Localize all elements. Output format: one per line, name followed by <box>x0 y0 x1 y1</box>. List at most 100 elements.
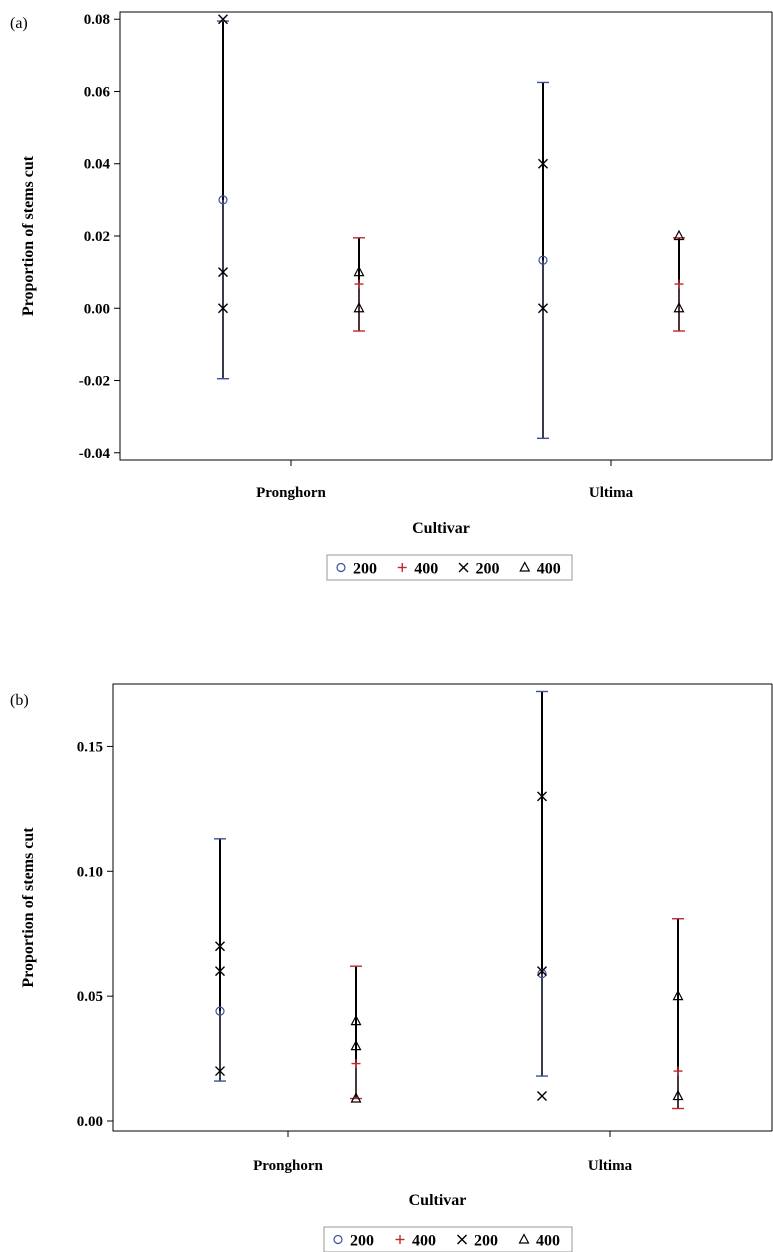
panel-b-group-pronghorn-200-observed-point-d2 <box>215 966 225 977</box>
panel-b-frame <box>112 683 772 1132</box>
panel-b-group-pronghorn-400-observed-point-shape <box>350 1092 362 1103</box>
panel-b-group-pronghorn-200 <box>214 838 226 1082</box>
panel-a-group-ultima-400-observed-point <box>673 301 685 313</box>
panel-a-group-ultima-400-observed-point-shape <box>673 301 685 313</box>
panel-b-group-pronghorn-400-observed-point-shape <box>350 1014 362 1026</box>
panel-a-group-pronghorn-400 <box>353 237 365 332</box>
panel-b-group-pronghorn-200-observed-point <box>215 941 225 952</box>
panel-b-group-pronghorn-400-observed-point-shape <box>350 1039 362 1051</box>
panel-b-group-pronghorn-400-observed-point <box>350 1039 362 1051</box>
panel-a-legend-label: 200 <box>476 561 500 578</box>
panel-a-legend-triangle-icon <box>519 561 531 572</box>
panel-b-legend: 200 400 200 400 <box>323 1226 573 1252</box>
panel-b-ytick-label: 0.15 <box>77 739 103 755</box>
panel-a-legend-plus-icon <box>397 563 407 572</box>
panel-a-ytick-label: -0.04 <box>79 446 111 462</box>
panel-b-legend-x-icon-d2 <box>457 1234 467 1245</box>
panel-b-group-pronghorn-200-observed-point-d2 <box>215 941 225 952</box>
panel-a-xtick-label: Ultima <box>589 485 634 501</box>
panel-a-legend-triangle-icon-shape <box>519 561 531 572</box>
panel-a-group-pronghorn-200-observed-point <box>218 267 228 278</box>
panel-a-group-ultima-200-mean-marker <box>538 255 548 265</box>
panel-a-group-ultima-200-observed-point-d2 <box>538 158 548 169</box>
panel-b-group-pronghorn-400-observed-point <box>350 1014 362 1026</box>
panel-b-legend-circle-icon <box>333 1234 343 1245</box>
panel-a-legend-circle-icon-shape <box>336 562 346 573</box>
panel-b-group-ultima-400-observed-point-shape <box>672 1089 684 1101</box>
panel-b-legend-label: 400 <box>536 1233 560 1250</box>
panel-a-xtick-label: Pronghorn <box>256 485 326 501</box>
panel-a-group-pronghorn-200-observed-point <box>218 303 228 314</box>
panel-a-ytick-label: 0.04 <box>84 157 111 173</box>
panel-b-group-pronghorn-400-observed-point <box>350 1092 362 1103</box>
panel-a-legend-x-icon-d2 <box>458 562 469 573</box>
panel-a-group-pronghorn-200-observed-point-d2 <box>218 303 228 314</box>
panel-b-group-ultima-200-observed-point <box>537 966 547 977</box>
panel-a-legend-x-icon <box>458 562 469 573</box>
panel-b-legend-triangle-icon <box>518 1233 530 1244</box>
panel-b-legend-x-icon <box>457 1234 467 1245</box>
panel-b-group-ultima-200-observed-point-d2 <box>537 966 547 977</box>
panel-a-group-pronghorn-200-observed-point-d2 <box>218 14 228 25</box>
panel-a-group-ultima-200 <box>537 81 549 440</box>
panel-b-group-ultima-400-observed-point <box>672 1089 684 1101</box>
panel-b-group-ultima-400 <box>672 918 684 1110</box>
panel-a-label: (a) <box>10 15 28 32</box>
panel-b-group-ultima-200-observed-point <box>537 1091 547 1102</box>
panel-b-group-ultima-200-observed-point-d2 <box>537 791 547 802</box>
panel-a-group-pronghorn-200 <box>217 14 229 380</box>
panel-a-legend-box <box>326 554 573 581</box>
panel-b-xtick-label: Pronghorn <box>253 1158 323 1174</box>
panel-b-legend-label: 200 <box>474 1233 498 1250</box>
panel-a-group-pronghorn-400-observed-point-shape <box>353 301 365 313</box>
panel-a-legend-label: 400 <box>414 561 438 578</box>
panel-b-group-pronghorn-200-mean-marker <box>215 1006 225 1016</box>
panel-b-legend-circle-icon-shape <box>333 1234 343 1245</box>
panel-a-x-axis-title: Cultivar <box>412 520 470 537</box>
panel-b-legend-label: 400 <box>412 1233 436 1250</box>
panel-a-ytick-label: 0.06 <box>84 84 111 100</box>
panel-b-group-ultima-200-observed-point <box>537 791 547 802</box>
panel-b-group-ultima-200-mean-marker-shape <box>537 969 547 979</box>
panel-b-legend-plus-icon <box>395 1235 405 1244</box>
panel-a-legend-circle-icon <box>336 562 346 573</box>
panel-a-group-pronghorn-200-mean-marker-shape <box>218 195 228 205</box>
panel-a-legend-label: 400 <box>537 561 561 578</box>
panel-b-y-axis-title: Proportion of stems cut <box>20 827 37 988</box>
panel-b-ytick-label: 0.05 <box>77 989 103 1005</box>
panel-a-ytick-label: -0.02 <box>79 374 110 390</box>
panel-a-group-ultima-400 <box>673 229 685 332</box>
panel-b-group-pronghorn-400 <box>350 965 362 1103</box>
panel-b-xtick-label: Ultima <box>588 1158 633 1174</box>
panel-a-group-ultima-200-mean-marker-shape <box>538 255 548 265</box>
panel-b-legend-triangle-icon-shape <box>518 1233 530 1244</box>
panel-a-group-pronghorn-200-observed-point <box>218 14 228 25</box>
panel-a-legend-label: 200 <box>353 561 377 578</box>
panel-b-group-ultima-400-observed-point-shape <box>672 989 684 1001</box>
panel-a-group-pronghorn-200-observed-point-d2 <box>218 267 228 278</box>
panel-a-group-ultima-400-observed-point <box>673 229 685 241</box>
panel-a-group-ultima-200-observed-point <box>538 158 548 169</box>
panel-a-group-ultima-400-mean-marker <box>674 279 684 289</box>
panel-b-group-pronghorn-200-observed-point <box>215 1066 225 1077</box>
panel-b-group-pronghorn-200-observed-point-d2 <box>215 1066 225 1077</box>
panel-a-frame <box>119 11 772 461</box>
panel-b-group-ultima-200 <box>536 690 548 1102</box>
panel-b-x-axis-title: Cultivar <box>409 1192 467 1209</box>
panel-a-group-ultima-200-observed-point-d2 <box>538 303 548 314</box>
panel-a-y-axis-title: Proportion of stems cut <box>20 155 37 316</box>
panel-a-group-ultima-200-observed-point <box>538 303 548 314</box>
panel-a-group-pronghorn-400-observed-point <box>353 265 365 277</box>
panel-a-group-pronghorn-400-observed-point-shape <box>353 265 365 277</box>
panel-b-legend-label: 200 <box>350 1233 374 1250</box>
panel-a-group-ultima-400-observed-point-shape <box>673 229 685 241</box>
panel-b-ytick-label: 0.10 <box>77 864 103 880</box>
panel-b-group-ultima-200-mean-marker <box>537 969 547 979</box>
panel-b-ytick-label: 0.00 <box>77 1114 103 1130</box>
panel-a-legend: 200 400 200 400 <box>326 554 573 581</box>
panel-a-group-pronghorn-200-mean-marker <box>218 195 228 205</box>
panel-a-group-pronghorn-400-observed-point <box>353 301 365 313</box>
panel-b-group-pronghorn-200-mean-marker-shape <box>215 1006 225 1016</box>
panel-b-group-ultima-200-observed-point-d2 <box>537 1091 547 1102</box>
